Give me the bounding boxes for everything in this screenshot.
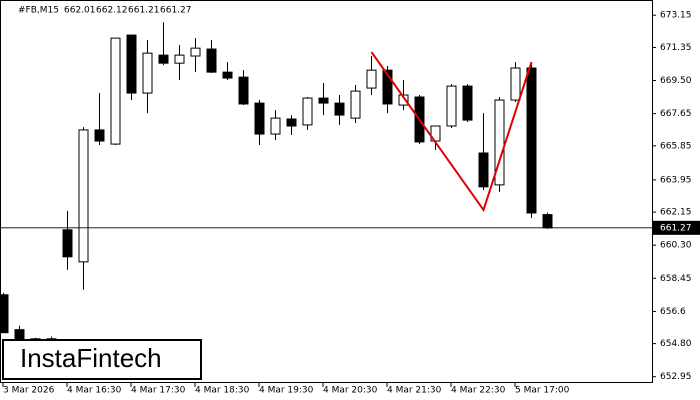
- candle-body: [222, 71, 233, 79]
- y-tick-label: 663.95: [660, 175, 692, 185]
- candle-body: [190, 47, 201, 57]
- x-tick-label: 4 Mar 21:30: [387, 386, 442, 396]
- candle-body: [14, 329, 25, 341]
- candle-body: [494, 99, 505, 186]
- candle-body: [238, 76, 249, 105]
- candle-body: [78, 129, 89, 263]
- y-tick-label: 658.45: [660, 274, 692, 284]
- plot-frame: [0, 0, 653, 383]
- y-tick-label: 665.85: [660, 141, 692, 151]
- pattern-line: [370, 51, 533, 213]
- x-tick-label: 4 Mar 18:30: [195, 386, 250, 396]
- watermark-box: [2, 339, 202, 380]
- candle-body: [302, 97, 313, 126]
- candle-body: [318, 97, 329, 104]
- y-tick-label: 652.95: [660, 372, 692, 382]
- y-tick-label: 654.80: [660, 339, 692, 349]
- candle-body: [366, 69, 377, 89]
- candle-body: [270, 117, 281, 135]
- x-tick-label: 4 Mar 20:30: [323, 386, 378, 396]
- candle-body: [110, 37, 121, 145]
- candle-body: [126, 34, 137, 94]
- y-tick-label: 662.15: [660, 208, 692, 218]
- header-ohlc: 661.27: [160, 6, 192, 16]
- x-tick-label: 4 Mar 22:30: [451, 386, 506, 396]
- candle-body: [174, 54, 185, 64]
- candle-body: [510, 67, 521, 101]
- watermark: InstaFintech: [20, 343, 162, 373]
- candle-body: [462, 85, 473, 121]
- candle-body: [0, 294, 9, 334]
- x-tick-label: 4 Mar 17:30: [131, 386, 186, 396]
- candle-body: [350, 90, 361, 119]
- x-tick-label: 4 Mar 16:30: [67, 386, 122, 396]
- header-ohlc: 662.01: [64, 6, 96, 16]
- symbol: #FB,M15: [18, 6, 59, 16]
- y-tick-label: 671.35: [660, 43, 692, 53]
- y-tick-label: 660.30: [660, 241, 692, 251]
- last-price-label: 661.27: [660, 223, 692, 233]
- candle-body: [286, 118, 297, 127]
- x-tick-label: 3 Mar 2026: [3, 386, 55, 396]
- candle-body: [94, 129, 105, 142]
- candle-body: [478, 152, 489, 188]
- candle-body: [62, 229, 73, 258]
- candle-body: [382, 69, 393, 105]
- candle-body: [142, 52, 153, 94]
- last-price-box: [652, 220, 700, 235]
- candle-body: [254, 102, 265, 135]
- candle-body: [542, 214, 553, 229]
- header-ohlc: 662.12: [96, 6, 128, 16]
- x-tick-label: 4 Mar 19:30: [259, 386, 314, 396]
- candle-body: [398, 94, 409, 106]
- candle-body: [158, 54, 169, 64]
- candle-body: [446, 85, 457, 127]
- x-tick-label: 5 Mar 17:00: [515, 386, 570, 396]
- y-tick-label: 667.65: [660, 109, 692, 119]
- y-tick-label: 656.6: [660, 307, 686, 317]
- header-ohlc: 661.21: [128, 6, 160, 16]
- header: #FB,M15 662.01 662.12 661.21 661.27: [18, 6, 192, 16]
- y-tick-label: 669.50: [660, 76, 692, 86]
- candle-body: [206, 48, 217, 73]
- candle-body: [334, 102, 345, 116]
- candle-body: [526, 67, 537, 214]
- y-tick-label: 673.15: [660, 11, 692, 21]
